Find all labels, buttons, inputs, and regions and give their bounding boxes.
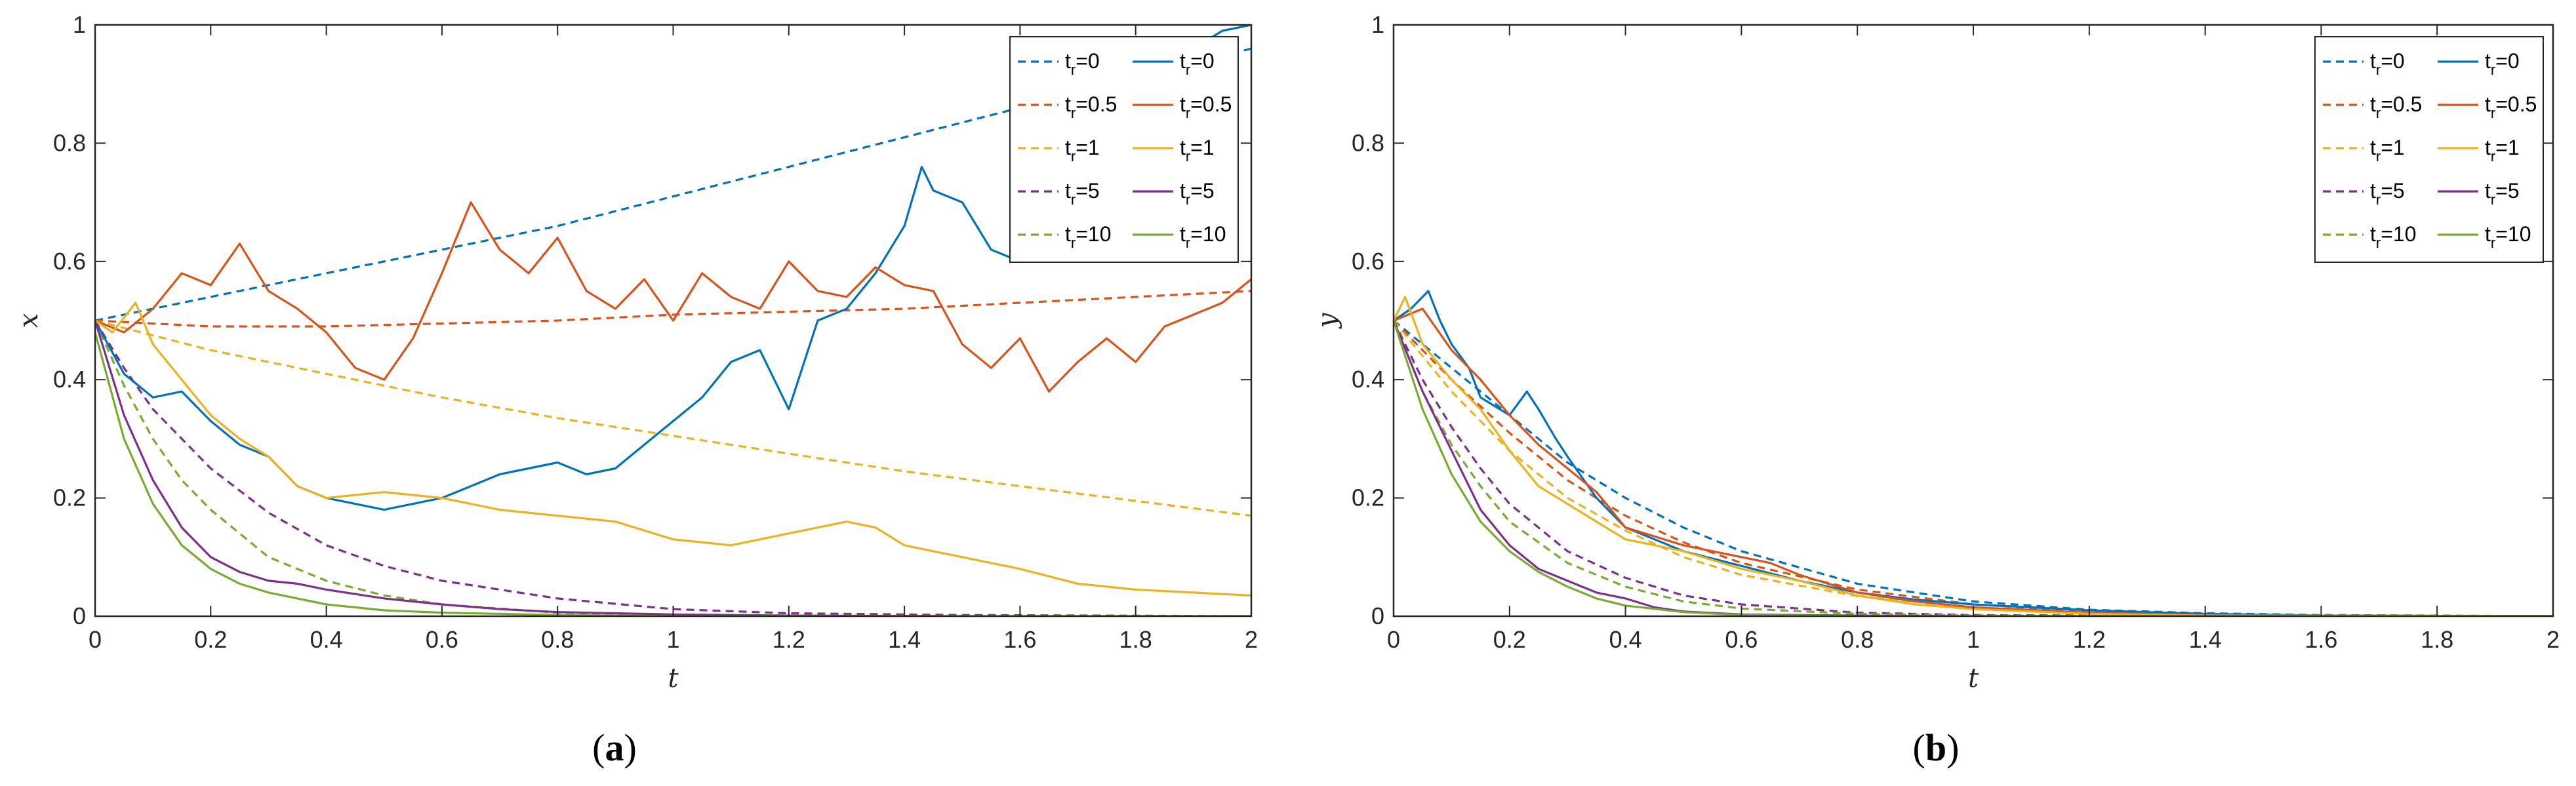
legend-label-a-2: tr=1 [1065, 136, 1100, 165]
x-tick-label-b-3: 0.6 [1725, 626, 1758, 653]
legend-a: tr=0 tr=0.5 tr=1 tr=5 tr=10 tr=0 tr=0.5 tr=1 tr=… [1009, 36, 1239, 263]
legend-label-b-0: tr=0 [2370, 49, 2405, 78]
x-tick-label-b-4: 0.8 [1841, 626, 1874, 653]
x-tick-label-a-4: 0.8 [541, 626, 574, 653]
series-line-b-dashed-3 [1394, 320, 2553, 616]
legend-label-a-9: tr=10 [1180, 222, 1226, 251]
y-axis-label-b: y [1312, 312, 1342, 329]
legend-box-a [1009, 36, 1239, 263]
legend-label-b-3: tr=5 [2370, 179, 2405, 208]
panel-a-chart: 0 0.2 0.4 0.6 0.8 1 1.2 1.4 1.6 1.8 2 0 0.2 0.4 0.6 0.8… [14, 11, 1258, 694]
y-tick-label-a-5: 1 [73, 11, 86, 38]
x-tick-label-a-7: 1.4 [888, 626, 921, 653]
series-line-a-solid-9 [95, 332, 1251, 616]
legend-label-a-4: tr=10 [1065, 222, 1112, 251]
legend-box-b [2314, 36, 2544, 263]
y-tick-label-b-3: 0.6 [1352, 248, 1384, 275]
x-tick-label-a-10: 2 [1245, 626, 1258, 653]
panel-b-chart: 0 0.2 0.4 0.6 0.8 1 1.2 1.4 1.6 1.8 2 0 0.2 0.4 0.6 0.8… [1312, 11, 2560, 694]
x-axis-label-a: t [668, 663, 679, 694]
legend-label-a-3: tr=5 [1065, 179, 1100, 208]
x-tick-label-b-1: 0.2 [1493, 626, 1526, 653]
series-line-a-dashed-1 [95, 290, 1251, 328]
y-tick-label-a-2: 0.4 [53, 366, 86, 393]
series-line-b-solid-5 [1394, 290, 2553, 616]
legend-label-a-1: tr=0.5 [1065, 92, 1117, 121]
legend-label-a-5: tr=0 [1180, 49, 1215, 78]
x-tick-label-a-8: 1.6 [1003, 626, 1036, 653]
legend-label-b-8: tr=5 [2485, 179, 2520, 208]
series-line-a-solid-6 [95, 201, 1251, 393]
series-line-b-solid-6 [1394, 307, 2553, 616]
series-line-a-dashed-4 [95, 320, 1251, 616]
x-tick-label-b-0: 0 [1387, 626, 1400, 653]
y-tick-label-a-3: 0.6 [53, 248, 86, 275]
x-tick-label-a-0: 0 [89, 626, 102, 653]
legend-label-b-1: tr=0.5 [2370, 92, 2422, 121]
x-tick-label-a-2: 0.4 [310, 626, 343, 653]
legend-label-b-5: tr=0 [2485, 49, 2520, 78]
x-tick-label-a-1: 0.2 [194, 626, 227, 653]
y-tick-label-b-5: 1 [1371, 11, 1384, 38]
y-tick-label-b-1: 0.2 [1352, 484, 1384, 511]
series-group-b [1394, 290, 2553, 616]
legend-label-a-7: tr=1 [1180, 136, 1215, 165]
y-tick-label-a-4: 0.8 [53, 129, 86, 156]
y-tick-label-b-4: 0.8 [1352, 129, 1384, 156]
x-tick-label-a-9: 1.8 [1119, 626, 1152, 653]
legend-label-b-9: tr=10 [2485, 222, 2531, 251]
legend-label-a-6: tr=0.5 [1180, 92, 1232, 121]
series-line-a-dashed-2 [95, 319, 1251, 517]
legend-label-a-0: tr=0 [1065, 49, 1100, 78]
series-line-b-dashed-4 [1394, 320, 2553, 616]
x-tick-label-b-7: 1.4 [2189, 626, 2222, 653]
legend-label-a-8: tr=5 [1180, 179, 1215, 208]
legend-label-b-6: tr=0.5 [2485, 92, 2537, 121]
legend-label-b-7: tr=1 [2485, 136, 2520, 165]
x-tick-label-b-10: 2 [2546, 626, 2560, 653]
x-tick-label-b-6: 1.2 [2073, 626, 2106, 653]
x-tick-label-b-8: 1.6 [2304, 626, 2337, 653]
legend-label-b-4: tr=10 [2370, 222, 2417, 251]
y-tick-label-a-1: 0.2 [53, 484, 86, 511]
x-tick-label-b-2: 0.4 [1609, 626, 1642, 653]
x-tick-label-b-9: 1.8 [2421, 626, 2453, 653]
y-tick-label-a-0: 0 [73, 602, 86, 629]
series-line-a-solid-8 [95, 320, 1251, 616]
series-line-a-dashed-3 [95, 320, 1251, 616]
x-tick-label-a-3: 0.6 [426, 626, 458, 653]
y-tick-label-b-2: 0.4 [1352, 366, 1384, 393]
y-tick-label-b-0: 0 [1371, 602, 1384, 629]
legend-label-b-2: tr=1 [2370, 136, 2405, 165]
panel-label-a: (a) [592, 726, 637, 769]
panel-label-b: (b) [1913, 726, 1960, 769]
series-line-a-solid-7 [95, 302, 1251, 597]
x-tick-label-a-6: 1.2 [773, 626, 805, 653]
x-tick-label-b-5: 1 [1967, 626, 1980, 653]
x-axis-label-b: t [1968, 663, 1979, 694]
x-tick-label-a-5: 1 [666, 626, 679, 653]
y-axis-label-a: x [14, 313, 44, 328]
legend-b: tr=0 tr=0.5 tr=1 tr=5 tr=10 tr=0 tr=0.5 tr=1 tr=… [2314, 36, 2544, 263]
